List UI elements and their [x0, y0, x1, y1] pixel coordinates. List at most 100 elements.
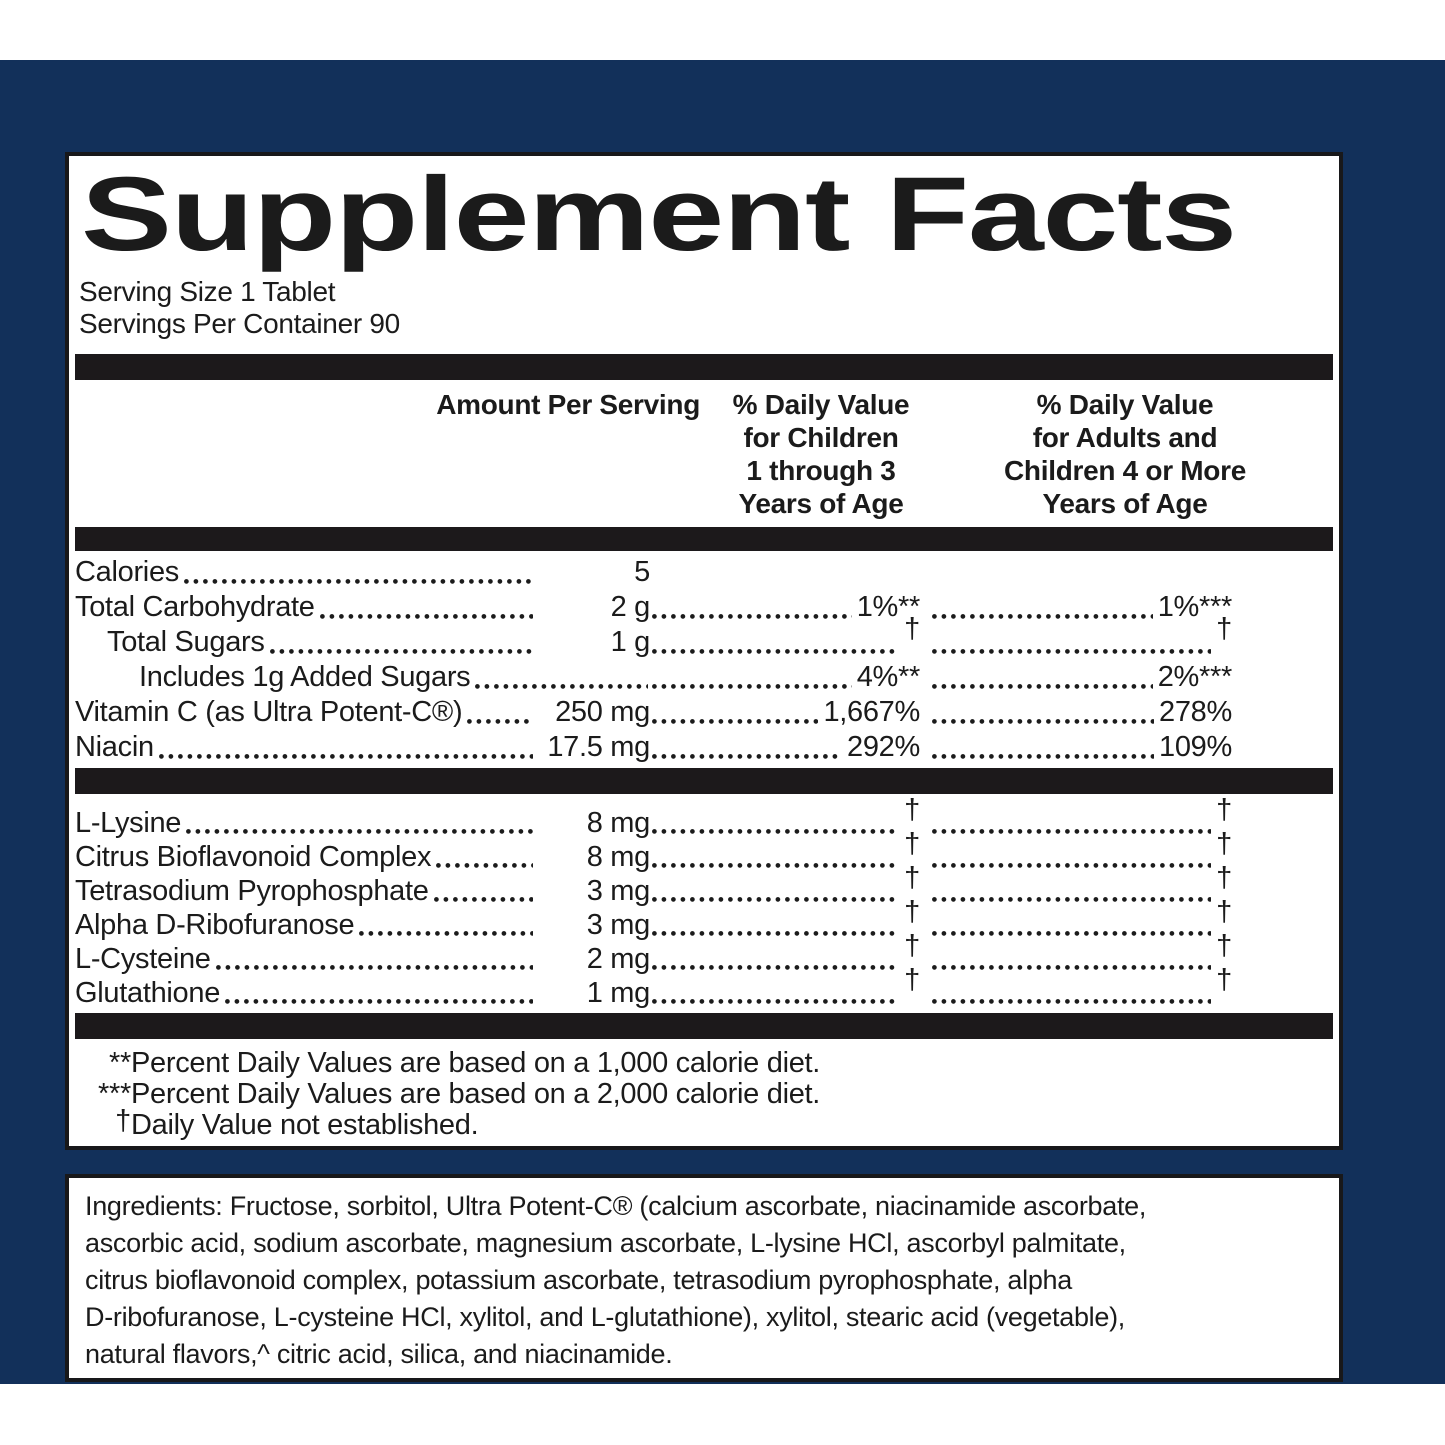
nutrient-name: Alpha D-Ribofuranose	[75, 909, 355, 941]
serving-info: Serving Size 1 Tablet Servings Per Conta…	[75, 276, 1333, 340]
nutrient-name: Citrus Bioflavonoid Complex	[75, 841, 432, 873]
dot-leader	[215, 942, 533, 976]
daily-value: †	[1216, 828, 1232, 860]
dot-leader	[932, 806, 1212, 840]
amount-value: 2 g	[610, 591, 651, 623]
dot-leader	[932, 625, 1212, 660]
column-gap	[920, 555, 930, 590]
daily-value-adults: 278%	[930, 695, 1232, 730]
ingredients-line: Ingredients: Fructose, sorbitol, Ultra P…	[85, 1191, 1147, 1221]
footnote-text: Daily Value not established.	[131, 1109, 479, 1141]
footnote-text: Percent Daily Values are based on a 2,00…	[131, 1078, 821, 1110]
daily-value-children: †	[650, 828, 920, 874]
daily-value: 4%**	[856, 661, 921, 693]
daily-value-adults: †	[930, 862, 1232, 908]
nutrient-table-section-1: Calories 5 Total Carbohydrate 2 g 1%** 1%*** T…	[75, 555, 1333, 765]
right-margin-spacer	[1232, 695, 1333, 730]
daily-value-children: †	[650, 794, 920, 840]
dot-leader	[652, 730, 843, 765]
column-header-adults: % Daily Value for Adults and Children 4 or…	[975, 388, 1275, 520]
amount-value: 1 mg	[586, 977, 651, 1009]
daily-value-children: 4%**	[650, 660, 920, 695]
dot-leader	[932, 840, 1212, 874]
dot-leader	[652, 625, 900, 660]
header-line: Years of Age	[738, 488, 904, 519]
dot-leader	[359, 908, 533, 942]
daily-value: †	[904, 828, 920, 860]
daily-value-children: 1,667%	[650, 695, 920, 730]
separator-bar	[75, 354, 1333, 380]
separator-bar	[75, 768, 1333, 794]
ingredients-line: citrus bioflavonoid complex, potassium a…	[85, 1265, 1072, 1295]
right-margin-spacer	[1232, 840, 1333, 874]
right-margin-spacer	[1232, 730, 1333, 765]
dot-leader	[475, 660, 648, 695]
footnote-marker: †	[115, 1105, 131, 1137]
nutrient-name: Total Sugars	[107, 626, 265, 658]
footnote-row: ** Percent Daily Values are based on a 1,…	[75, 1048, 1333, 1079]
amount-value: 3 mg	[586, 909, 651, 941]
column-header-amount: Amount Per Serving	[436, 389, 700, 420]
daily-value-children: 1%**	[650, 590, 920, 625]
daily-value-adults: †	[930, 613, 1232, 660]
dot-leader	[652, 874, 900, 908]
amount-value: 5	[634, 556, 650, 588]
separator-bar	[75, 527, 1333, 551]
daily-value: †	[1216, 930, 1232, 962]
nutrient-name: Tetrasodium Pyrophosphate	[75, 875, 429, 907]
dot-leader	[652, 695, 819, 730]
amount-value: 250 mg	[555, 696, 650, 728]
right-margin-spacer	[1232, 908, 1333, 942]
column-gap	[920, 908, 930, 942]
daily-value: †	[1216, 613, 1232, 645]
right-margin-spacer	[1232, 625, 1333, 660]
amount-value: 3 mg	[586, 875, 651, 907]
nutrient-row: Alpha D-Ribofuranose 3 mg † †	[75, 896, 1333, 942]
amount-value: 17.5 mg	[547, 731, 650, 763]
column-gap	[920, 976, 930, 1010]
daily-value-adults: 1%***	[930, 590, 1232, 625]
daily-value-adults: †	[930, 964, 1232, 1010]
daily-value: †	[904, 896, 920, 928]
dot-leader	[652, 590, 852, 625]
right-margin-spacer	[1232, 555, 1333, 590]
dot-leader	[183, 555, 533, 590]
column-header-children: % Daily Value for Children 1 through 3 Year…	[671, 388, 971, 520]
dot-leader	[186, 806, 533, 840]
daily-value-children: †	[650, 896, 920, 942]
daily-value: †	[904, 794, 920, 826]
header-line: for Children	[743, 422, 899, 453]
ingredients-line: natural flavors,^ citric acid, silica, a…	[85, 1339, 673, 1369]
dot-leader	[652, 806, 900, 840]
header-line: for Adults and	[1032, 422, 1218, 453]
nutrient-name: Total Carbohydrate	[75, 591, 315, 623]
supplement-facts-panel: Supplement Facts Serving Size 1 Tablet S…	[65, 152, 1343, 1150]
dot-leader	[932, 660, 1153, 695]
dot-leader	[158, 730, 533, 765]
dot-leader	[652, 840, 900, 874]
daily-value-children: †	[650, 862, 920, 908]
nutrient-name: L-Cysteine	[75, 943, 211, 975]
column-gap	[920, 942, 930, 976]
footnote-text: Percent Daily Values are based on a 1,00…	[131, 1047, 821, 1079]
nutrient-name: Glutathione	[75, 977, 221, 1009]
column-gap	[920, 590, 930, 625]
daily-value-children: 292%	[650, 730, 920, 765]
footnote-marker: **	[109, 1047, 131, 1079]
daily-value: †	[1216, 862, 1232, 894]
nutrient-table-section-2: L-Lysine 8 mg † † Citrus Bioflavonoid Comple…	[75, 794, 1333, 1010]
right-margin-spacer	[1232, 590, 1333, 625]
dot-leader	[319, 590, 533, 625]
serving-size-line: Serving Size 1 Tablet	[79, 276, 336, 307]
footnote-row: † Daily Value not established.	[75, 1106, 1333, 1141]
nutrient-row: Glutathione 1 mg † †	[75, 964, 1333, 1010]
daily-value: 278%	[1159, 696, 1232, 728]
daily-value-adults: †	[930, 896, 1232, 942]
daily-value-children: †	[650, 930, 920, 976]
right-margin-spacer	[1232, 806, 1333, 840]
daily-value: 1%**	[856, 591, 921, 623]
dot-leader	[932, 976, 1212, 1010]
daily-value: †	[904, 613, 920, 645]
dot-leader	[932, 942, 1212, 976]
